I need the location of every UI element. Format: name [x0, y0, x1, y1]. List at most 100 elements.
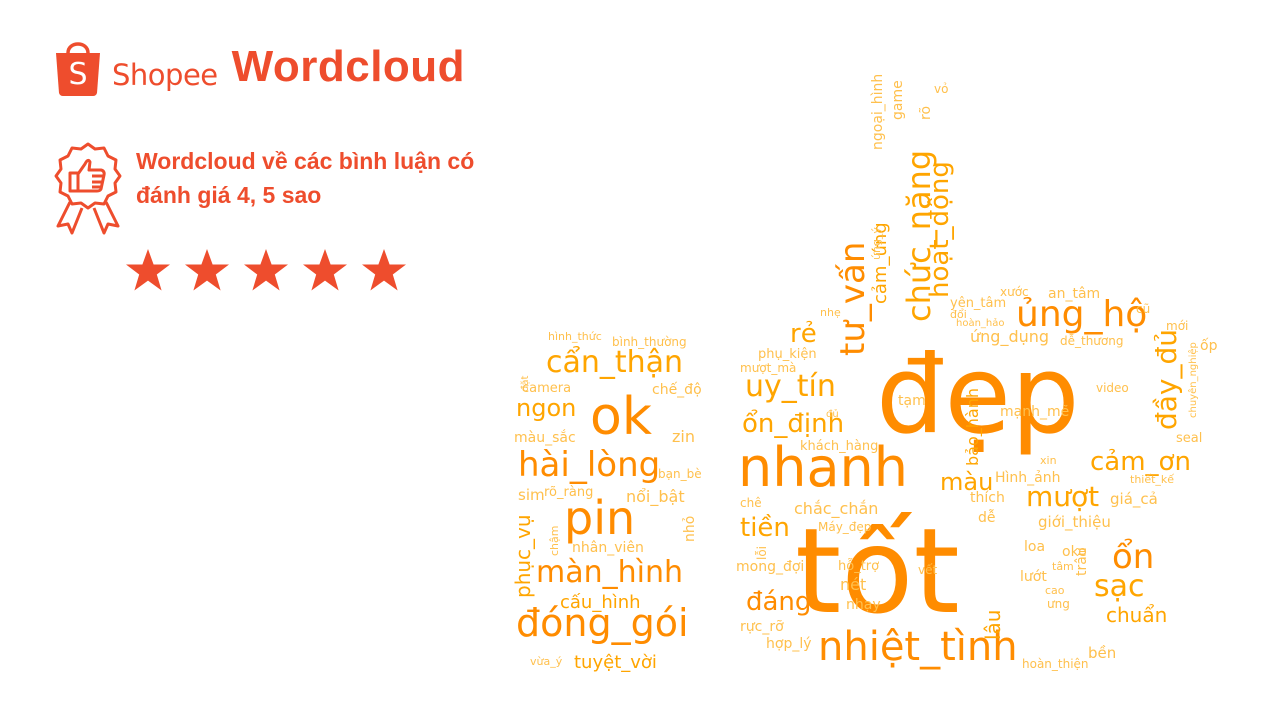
cloud-word: tuyệt_vời: [574, 652, 657, 673]
cloud-word: lâu: [981, 610, 1005, 641]
bag-letter: S: [68, 57, 87, 92]
rating-stars: [124, 246, 408, 294]
cloud-word: đổi: [950, 308, 967, 321]
cloud-word: chậm: [548, 526, 561, 556]
cloud-word: Máy_đẹp: [818, 520, 871, 534]
thumbs-up-badge-icon: [54, 142, 122, 235]
cloud-word: rực_rỡ: [740, 619, 784, 635]
cloud-word: đặt: [520, 376, 531, 392]
cloud-word: camera: [522, 381, 571, 396]
cloud-word: nổi_bật: [626, 487, 685, 507]
cloud-word: thiết_kế: [1130, 473, 1174, 486]
star-icon: [303, 249, 347, 291]
cloud-word: rẻ: [790, 319, 817, 349]
cloud-word: phục_vụ: [511, 514, 535, 598]
shopee-logo: S Shopee Wordcloud: [52, 34, 465, 98]
star-icon: [185, 249, 229, 291]
cloud-word: tốt: [795, 502, 960, 640]
cloud-word: khách_hàng: [800, 439, 878, 454]
cloud-word: đẹp: [876, 333, 1080, 458]
cloud-word: ổn_định: [742, 408, 844, 439]
cloud-word: yên_tâm: [950, 296, 1006, 311]
cloud-word: hoàn_hảo: [956, 317, 1005, 329]
cloud-word: giới_thiệu: [1038, 513, 1111, 532]
cloud-word: ngon: [516, 394, 576, 422]
cloud-word: lướt: [1020, 569, 1047, 585]
cloud-word: loa: [1024, 539, 1045, 555]
cloud-word: nhiệt_tình: [818, 624, 1018, 670]
cloud-word: mong_đợi: [736, 559, 804, 575]
cloud-word: lỗi: [755, 546, 769, 560]
cloud-word: tâm: [1052, 560, 1074, 573]
cloud-word: hợp_lý: [766, 636, 812, 652]
cloud-word: dễ: [978, 509, 996, 526]
cloud-word: vỏ: [934, 82, 948, 96]
cloud-word: Hình_ảnh: [995, 470, 1061, 486]
cloud-word: tư_vấn: [833, 242, 873, 356]
cloud-word: hình_thức: [548, 330, 602, 343]
cloud-word: mượt_mà: [740, 361, 796, 375]
cloud-word: chê: [740, 496, 762, 510]
cloud-word: hoạt_động: [925, 161, 955, 298]
cloud-word: cũ: [1136, 302, 1150, 316]
cloud-word: bình_thường: [612, 335, 687, 349]
cloud-word: bảo_hành: [963, 388, 983, 466]
cloud-word: xin: [1040, 454, 1057, 467]
cloud-word: phụ_kiện: [758, 347, 817, 362]
cloud-word: ổn: [1112, 537, 1154, 577]
cloud-word: mượt: [1026, 480, 1099, 513]
shopping-bag-icon: S: [56, 42, 100, 96]
cloud-word: nhẹ: [820, 306, 841, 319]
cloud-word: chắc_chắn: [794, 499, 878, 519]
cloud-word: rõ_ràng: [544, 485, 593, 500]
cloud-word: hỗ_trợ: [838, 559, 879, 574]
cloud-word: uy_tín: [745, 369, 836, 404]
cloud-word: tiền: [740, 513, 790, 543]
cloud-word: mới: [1166, 319, 1188, 333]
cloud-word: màu: [940, 468, 993, 496]
cloud-word: ưng: [1047, 597, 1070, 611]
subtitle-line-1: Wordcloud về các bình luận có: [136, 148, 475, 174]
cloud-word: đáng: [746, 587, 811, 617]
cloud-word: đóng_gói: [516, 601, 689, 645]
cloud-word: cảm_ứng: [870, 222, 891, 304]
cloud-word: chức_năng: [900, 150, 938, 322]
cloud-word: nhanh: [738, 436, 908, 499]
cloud-word: mạnh_mẽ: [1000, 404, 1069, 420]
cloud-word: seal: [1176, 431, 1202, 446]
cloud-word: bền: [1088, 644, 1116, 662]
cloud-word: sim: [518, 486, 545, 504]
cloud-word: ốp: [1200, 337, 1218, 354]
cloud-word: sạc: [1094, 569, 1145, 604]
cloud-word: đủ: [826, 408, 839, 420]
cloud-word: hài_lòng: [518, 445, 660, 485]
cloud-word: nhạy: [846, 597, 881, 613]
cloud-word: cao: [1045, 584, 1065, 597]
cloud-word: game: [890, 80, 906, 120]
cloud-word: dễ_thương: [1060, 334, 1123, 348]
cloud-word: nhân_viên: [572, 540, 644, 556]
subtitle-line-2: đánh giá 4, 5 sao: [136, 182, 322, 208]
cloud-word: nhỏ: [682, 516, 698, 542]
cloud-word: cẩn_thận: [546, 344, 683, 380]
cloud-word: tạm: [898, 393, 926, 409]
cloud-word: video: [1096, 381, 1129, 395]
cloud-word: ứng_dụng: [970, 327, 1049, 347]
cloud-word: xước: [1000, 285, 1029, 299]
star-icon: [244, 249, 288, 291]
subtitle: Wordcloud về các bình luận có đánh giá 4…: [136, 144, 516, 212]
cloud-word: chế_độ: [652, 381, 702, 398]
cloud-word: pin: [564, 491, 635, 545]
cloud-word: giá_cả: [1110, 490, 1158, 509]
cloud-word: an_tâm: [1048, 286, 1100, 302]
cloud-word: trâu: [1074, 547, 1090, 576]
cloud-word: vừa_ý: [530, 655, 563, 668]
cloud-word: cấu_hình: [560, 592, 641, 613]
cloud-word: ủng_hộ: [1016, 294, 1147, 335]
cloud-word: rõ: [918, 106, 934, 120]
cloud-word: hoàn_thiện: [1022, 657, 1089, 671]
cloud-word: vết: [918, 563, 937, 577]
cloud-word: thích: [970, 490, 1005, 506]
cloud-word: ngoại_hình: [870, 74, 886, 150]
